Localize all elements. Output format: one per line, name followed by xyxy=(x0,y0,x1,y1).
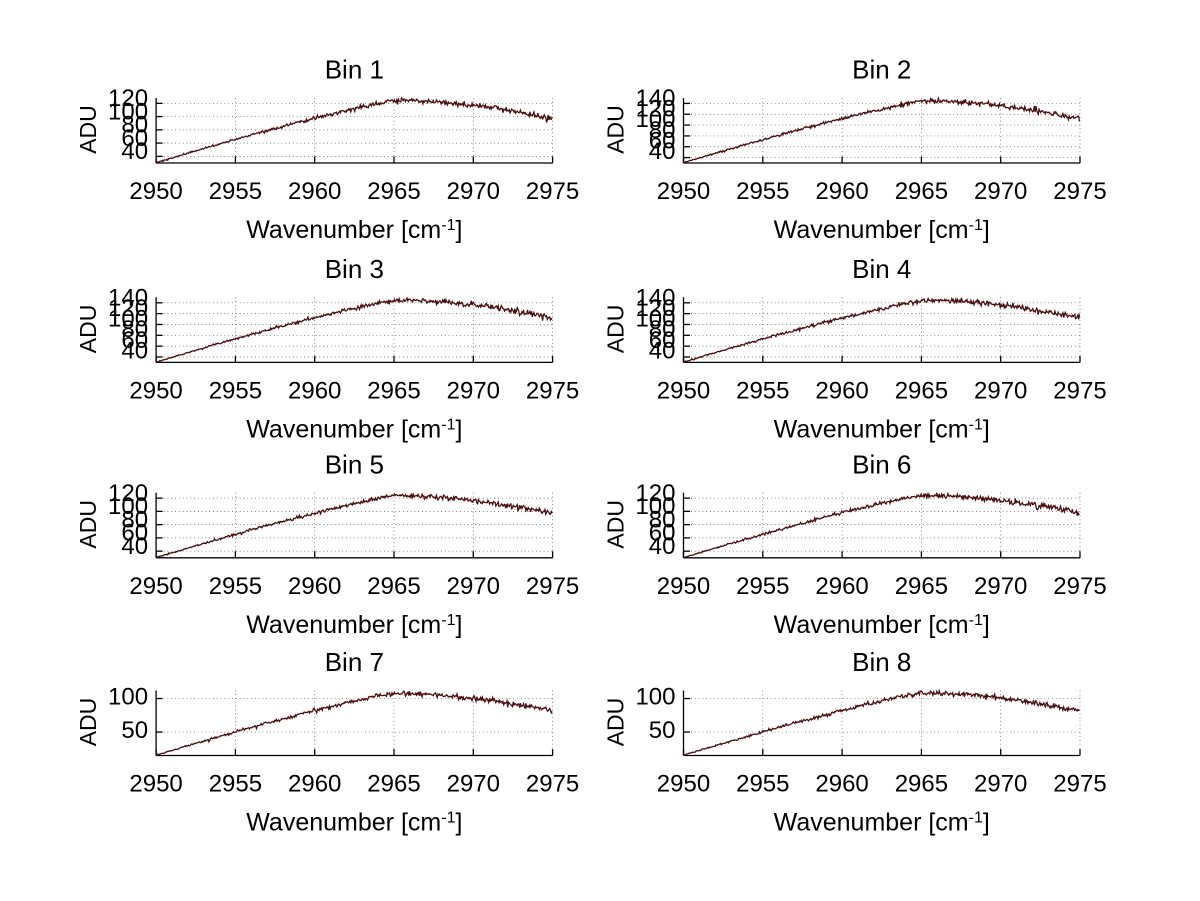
svg-text:2950: 2950 xyxy=(129,771,182,798)
svg-text:2960: 2960 xyxy=(815,771,868,798)
svg-text:Wavenumber [cm-1]: Wavenumber [cm-1] xyxy=(774,216,990,244)
svg-text:2975: 2975 xyxy=(1053,771,1106,798)
svg-text:100: 100 xyxy=(108,684,148,711)
svg-text:2950: 2950 xyxy=(657,178,710,205)
svg-text:2975: 2975 xyxy=(526,178,579,205)
svg-text:2960: 2960 xyxy=(288,573,341,600)
svg-text:2975: 2975 xyxy=(1053,178,1106,205)
svg-text:2955: 2955 xyxy=(736,771,789,798)
svg-text:2970: 2970 xyxy=(447,771,500,798)
svg-text:Bin 6: Bin 6 xyxy=(852,449,911,479)
svg-text:2965: 2965 xyxy=(895,771,948,798)
svg-text:2950: 2950 xyxy=(657,377,710,404)
svg-text:2965: 2965 xyxy=(895,178,948,205)
svg-text:Bin 2: Bin 2 xyxy=(852,55,911,85)
svg-text:2950: 2950 xyxy=(129,178,182,205)
svg-text:2970: 2970 xyxy=(447,377,500,404)
svg-text:Wavenumber [cm-1]: Wavenumber [cm-1] xyxy=(246,809,462,837)
svg-text:Bin 4: Bin 4 xyxy=(852,254,911,284)
svg-text:40: 40 xyxy=(649,138,676,165)
svg-text:2975: 2975 xyxy=(526,771,579,798)
svg-text:2975: 2975 xyxy=(1053,573,1106,600)
svg-text:2960: 2960 xyxy=(288,377,341,404)
svg-text:40: 40 xyxy=(121,533,148,560)
svg-text:2955: 2955 xyxy=(209,178,262,205)
svg-text:Wavenumber [cm-1]: Wavenumber [cm-1] xyxy=(246,415,462,443)
svg-text:ADU: ADU xyxy=(75,105,101,154)
svg-text:2965: 2965 xyxy=(367,573,420,600)
svg-text:2960: 2960 xyxy=(815,377,868,404)
svg-text:2960: 2960 xyxy=(288,178,341,205)
svg-text:ADU: ADU xyxy=(603,500,629,549)
svg-text:2970: 2970 xyxy=(974,771,1027,798)
svg-text:2960: 2960 xyxy=(815,178,868,205)
svg-text:ADU: ADU xyxy=(603,105,629,154)
svg-text:2970: 2970 xyxy=(974,377,1027,404)
svg-text:Bin 3: Bin 3 xyxy=(325,254,384,284)
svg-text:50: 50 xyxy=(121,717,148,744)
svg-text:ADU: ADU xyxy=(75,698,101,747)
svg-text:2965: 2965 xyxy=(367,377,420,404)
svg-text:Bin 5: Bin 5 xyxy=(325,449,384,479)
svg-text:Wavenumber [cm-1]: Wavenumber [cm-1] xyxy=(246,611,462,639)
svg-text:Wavenumber [cm-1]: Wavenumber [cm-1] xyxy=(774,809,990,837)
svg-text:ADU: ADU xyxy=(75,305,101,354)
svg-text:2970: 2970 xyxy=(447,178,500,205)
svg-text:Bin 1: Bin 1 xyxy=(325,55,384,85)
svg-text:2970: 2970 xyxy=(974,573,1027,600)
svg-text:2950: 2950 xyxy=(657,573,710,600)
svg-text:2955: 2955 xyxy=(736,178,789,205)
svg-text:2950: 2950 xyxy=(657,771,710,798)
svg-text:2975: 2975 xyxy=(526,377,579,404)
svg-text:50: 50 xyxy=(649,717,676,744)
svg-text:2975: 2975 xyxy=(526,573,579,600)
svg-text:Bin 8: Bin 8 xyxy=(852,647,911,677)
svg-text:ADU: ADU xyxy=(603,698,629,747)
svg-text:2975: 2975 xyxy=(1053,377,1106,404)
svg-text:2955: 2955 xyxy=(209,573,262,600)
svg-text:Wavenumber [cm-1]: Wavenumber [cm-1] xyxy=(246,216,462,244)
svg-text:2970: 2970 xyxy=(447,573,500,600)
svg-text:2955: 2955 xyxy=(736,573,789,600)
svg-text:2960: 2960 xyxy=(815,573,868,600)
svg-text:2965: 2965 xyxy=(367,771,420,798)
svg-text:2965: 2965 xyxy=(895,573,948,600)
svg-text:2965: 2965 xyxy=(895,377,948,404)
svg-text:100: 100 xyxy=(635,684,675,711)
svg-text:Wavenumber [cm-1]: Wavenumber [cm-1] xyxy=(774,415,990,443)
svg-text:2955: 2955 xyxy=(209,377,262,404)
svg-text:Wavenumber [cm-1]: Wavenumber [cm-1] xyxy=(774,611,990,639)
svg-text:40: 40 xyxy=(649,533,676,560)
svg-text:2950: 2950 xyxy=(129,573,182,600)
svg-text:2970: 2970 xyxy=(974,178,1027,205)
svg-text:ADU: ADU xyxy=(603,305,629,354)
svg-text:40: 40 xyxy=(121,337,148,364)
svg-text:40: 40 xyxy=(121,138,148,165)
svg-text:2955: 2955 xyxy=(209,771,262,798)
svg-text:Bin 7: Bin 7 xyxy=(325,647,384,677)
svg-text:2965: 2965 xyxy=(367,178,420,205)
svg-text:2955: 2955 xyxy=(736,377,789,404)
svg-text:ADU: ADU xyxy=(75,500,101,549)
svg-text:2950: 2950 xyxy=(129,377,182,404)
svg-text:2960: 2960 xyxy=(288,771,341,798)
svg-text:40: 40 xyxy=(649,337,676,364)
